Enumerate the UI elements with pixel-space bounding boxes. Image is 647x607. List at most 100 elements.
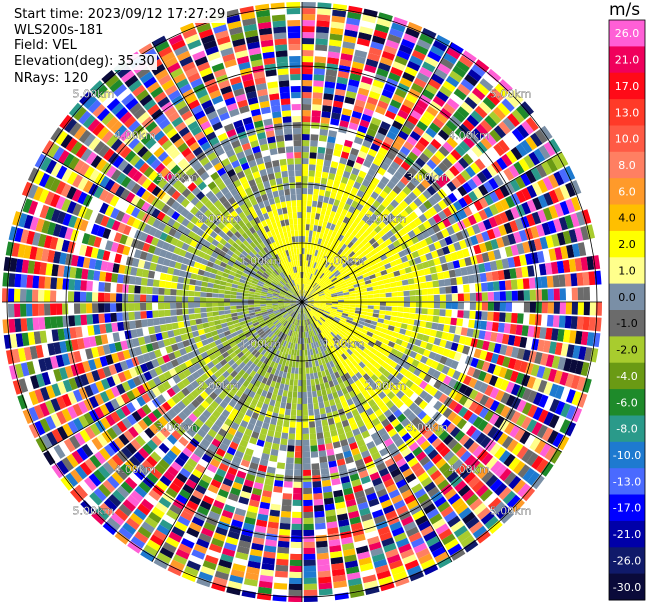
ppi-gate (394, 322, 402, 328)
ppi-gate (517, 290, 524, 301)
ppi-gate (470, 235, 479, 246)
ppi-gate (482, 96, 496, 110)
ppi-gate (372, 313, 379, 318)
ppi-gate (547, 220, 557, 234)
ppi-gate (200, 292, 207, 297)
ppi-gate (542, 207, 553, 221)
ppi-gate (188, 308, 195, 314)
ppi-gate (373, 297, 380, 302)
ppi-gate (324, 81, 336, 89)
ppi-gate (134, 294, 141, 302)
ppi-gate (371, 333, 379, 340)
ppi-gate (311, 291, 317, 296)
ppi-gate (397, 166, 407, 176)
ppi-gate (103, 292, 111, 302)
ppi-gate (438, 279, 446, 287)
ppi-gate (316, 540, 328, 548)
ppi-gate (377, 204, 386, 213)
ppi-gate (412, 226, 422, 236)
ppi-gate (416, 333, 424, 341)
ppi-gate (362, 230, 370, 238)
ppi-gate (453, 200, 463, 211)
ppi-gate (279, 444, 287, 452)
ppi-gate (315, 420, 322, 428)
ppi-gate (352, 266, 359, 272)
ppi-gate (335, 193, 343, 201)
ppi-gate (307, 298, 314, 301)
ppi-gate (407, 278, 415, 285)
ppi-gate (361, 291, 368, 296)
ppi-gate (461, 248, 470, 258)
ppi-gate (400, 255, 409, 263)
ppi-gate (407, 230, 416, 239)
ppi-gate (375, 105, 387, 116)
ppi-gate (302, 181, 308, 189)
ppi-gate (288, 583, 302, 591)
ppi-gate (559, 200, 570, 216)
ppi-gate (372, 79, 385, 89)
ppi-gate (274, 570, 288, 578)
ppi-gate (444, 236, 453, 246)
ppi-gate (314, 414, 321, 422)
ppi-gate (345, 184, 353, 193)
ppi-gate (359, 119, 370, 128)
ppi-gate (493, 214, 504, 226)
ppi-gate (313, 86, 324, 93)
ppi-gate (236, 302, 243, 306)
ppi-gate (394, 114, 406, 125)
ppi-gate (316, 250, 321, 258)
ppi-gate (337, 248, 344, 256)
ppi-gate (367, 256, 375, 263)
ppi-gate (398, 130, 409, 141)
ppi-gate (431, 224, 441, 234)
ppi-gate (342, 170, 351, 179)
ppi-gate (571, 302, 578, 315)
ppi-gate (481, 292, 488, 301)
ppi-gate (366, 218, 374, 226)
ppi-gate (352, 246, 360, 254)
ppi-gate (490, 332, 498, 342)
ppi-gate (381, 274, 389, 280)
ppi-gate (307, 302, 314, 304)
ppi-gate (356, 203, 364, 212)
ppi-gate (347, 226, 355, 234)
ppi-gate (279, 522, 291, 530)
ppi-gate (431, 73, 445, 85)
ppi-gate (302, 169, 309, 177)
ppi-gate (265, 302, 272, 304)
ppi-gate (291, 517, 302, 525)
ppi-gate (304, 284, 307, 291)
ppi-gate (318, 292, 325, 296)
ppi-gate (330, 161, 339, 169)
ppi-gate (206, 292, 213, 298)
ppi-gate (419, 340, 428, 349)
ppi-gate (582, 271, 590, 286)
ppi-gate (302, 73, 313, 81)
ppi-gate (407, 114, 419, 126)
ppi-gate (468, 190, 478, 202)
ppi-gate (474, 158, 486, 171)
ppi-gate (331, 296, 338, 299)
ppi-gate (206, 307, 213, 312)
ppi-gate (563, 358, 572, 372)
ppi-gate (376, 276, 383, 282)
ppi-gate (426, 281, 434, 288)
ppi-gate (294, 451, 302, 458)
ppi-gate (320, 117, 330, 124)
ppi-gate (410, 109, 422, 121)
ppi-gate (449, 165, 460, 177)
ppi-gate (379, 293, 386, 298)
ppi-gate (406, 272, 414, 279)
ppi-gate (230, 298, 237, 302)
ppi-gate (128, 303, 135, 312)
ppi-gate (394, 55, 408, 66)
ppi-gate (295, 433, 302, 441)
ppi-gate (417, 269, 426, 277)
ppi-gate (302, 421, 309, 428)
ppi-gate (176, 289, 183, 296)
ppi-gate (302, 248, 305, 255)
ppi-gate (315, 534, 328, 542)
ppi-gate (394, 88, 407, 99)
ppi-gate (381, 89, 394, 99)
ppi-gate (302, 193, 307, 201)
